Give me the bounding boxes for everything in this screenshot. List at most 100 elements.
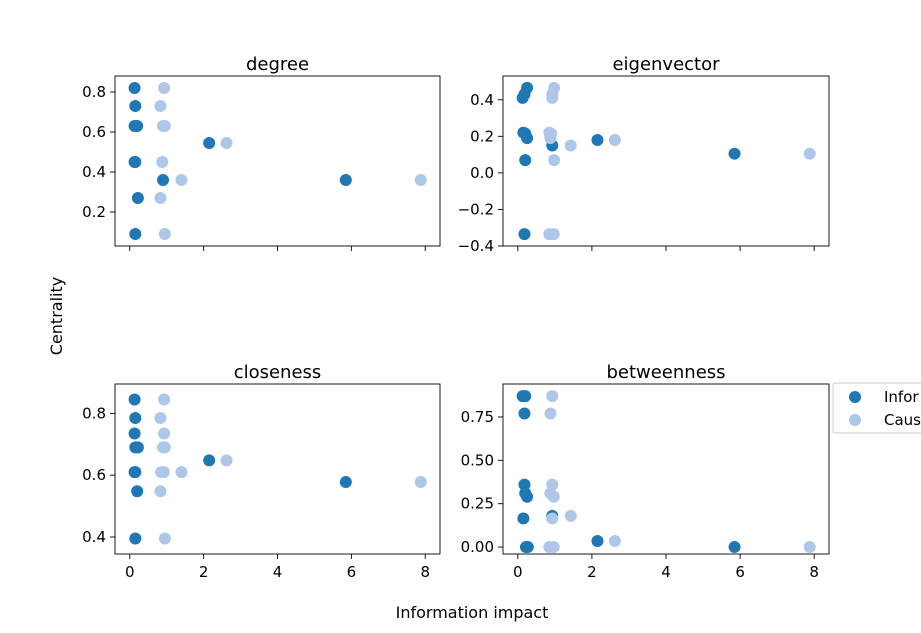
data-point — [521, 132, 534, 145]
x-tick-label: 2 — [587, 563, 597, 581]
x-tick-label: 0 — [125, 563, 135, 581]
subplot-title: degree — [246, 54, 309, 75]
data-point — [414, 475, 427, 488]
data-point — [518, 478, 531, 491]
y-tick-label: 0.6 — [82, 123, 106, 141]
data-point — [546, 91, 559, 104]
data-point — [158, 393, 171, 406]
y-tick-label: 0.75 — [461, 408, 494, 426]
data-point — [518, 228, 531, 241]
legend-marker-infor — [849, 391, 861, 403]
data-point — [158, 532, 171, 545]
data-point — [156, 156, 169, 168]
data-point — [158, 441, 171, 454]
data-point — [414, 174, 427, 186]
subplot-closeness: closeness 0 2 4 6 8 0.4 0.6 0.8 — [82, 362, 441, 581]
data-point — [519, 154, 532, 167]
data-point — [158, 228, 171, 240]
y-tick-label: 0.50 — [461, 451, 494, 469]
data-point — [519, 390, 532, 403]
data-point — [608, 133, 621, 146]
y-tick-label: −0.4 — [458, 237, 494, 255]
data-point — [157, 466, 170, 479]
y-tick-label: 0.6 — [82, 466, 106, 484]
subplot-degree: degree 0.2 0.4 0.6 0.8 — [82, 54, 441, 251]
data-point — [544, 132, 557, 145]
x-tick-label: 6 — [735, 563, 745, 581]
y-tick-label: 0.8 — [82, 404, 106, 422]
x-tick-label: 8 — [809, 563, 819, 581]
data-point — [129, 156, 142, 168]
x-tick-label: 2 — [199, 563, 209, 581]
data-point — [547, 541, 560, 554]
data-point — [547, 228, 560, 241]
data-point — [516, 91, 529, 104]
y-tick-label: 0.4 — [82, 163, 106, 181]
legend-label-caus: Caus — [884, 411, 921, 429]
data-point — [564, 139, 577, 152]
y-tick-label: 0.0 — [470, 164, 494, 182]
subplot-title: eigenvector — [612, 54, 720, 75]
x-axis-label: Information impact — [396, 603, 549, 622]
data-point — [128, 427, 141, 440]
data-point — [803, 147, 816, 160]
data-point — [129, 228, 142, 240]
data-point — [158, 82, 171, 94]
subplot-eigenvector: eigenvector −0.4 −0.2 0.0 0.2 0.4 — [458, 54, 830, 255]
data-point — [518, 407, 531, 420]
y-tick-label: 0.4 — [82, 528, 106, 546]
data-point — [158, 120, 171, 132]
x-tick-label: 8 — [420, 563, 430, 581]
data-point — [131, 120, 144, 132]
data-point — [128, 393, 141, 406]
y-tick-label: 0.4 — [470, 91, 494, 109]
y-tick-label: 0.2 — [82, 203, 106, 221]
x-tick-label: 6 — [347, 563, 357, 581]
data-point — [131, 485, 144, 498]
x-tick-label: 4 — [273, 563, 283, 581]
legend: Infor Caus — [832, 382, 921, 434]
data-point — [220, 454, 233, 467]
y-axis-label: Centrality — [47, 277, 66, 355]
legend-label-infor: Infor — [884, 388, 919, 406]
data-point — [220, 137, 233, 149]
y-tick-label: 0.25 — [461, 495, 494, 513]
data-point — [157, 174, 170, 186]
data-point — [803, 541, 816, 554]
data-point — [131, 441, 144, 454]
data-point — [154, 192, 167, 204]
data-point — [547, 490, 560, 503]
x-tick-label: 0 — [513, 563, 523, 581]
subplot-grid: degree 0.2 0.4 0.6 0.8 eigenvector −0.4 −0.2 0.0… — [82, 54, 830, 581]
data-point — [154, 100, 167, 112]
subplot-betweenness: betweenness 0 2 4 6 8 0.00 0.25 0.50 0.75 — [461, 362, 830, 581]
x-tick-label: 4 — [661, 563, 671, 581]
data-point — [608, 534, 621, 547]
data-point — [203, 454, 216, 467]
data-point — [129, 466, 142, 479]
data-point — [129, 532, 142, 545]
data-point — [728, 541, 741, 554]
data-point — [129, 100, 142, 112]
data-point — [154, 412, 167, 424]
data-point — [175, 174, 188, 186]
data-point — [591, 133, 604, 146]
data-point — [175, 466, 188, 479]
data-point — [131, 192, 144, 204]
data-point — [339, 174, 352, 186]
y-tick-label: 0.2 — [470, 127, 494, 145]
data-point — [129, 412, 142, 424]
data-point — [203, 137, 216, 149]
y-tick-label: 0.8 — [82, 83, 106, 101]
data-point — [546, 512, 559, 525]
data-point — [521, 541, 534, 554]
data-point — [591, 534, 604, 547]
data-point — [548, 154, 561, 167]
data-point — [517, 512, 530, 525]
data-point — [521, 490, 534, 503]
subplot-title: betweenness — [606, 362, 725, 383]
data-point — [728, 147, 741, 160]
data-point — [154, 485, 167, 498]
legend-marker-caus — [849, 414, 861, 426]
